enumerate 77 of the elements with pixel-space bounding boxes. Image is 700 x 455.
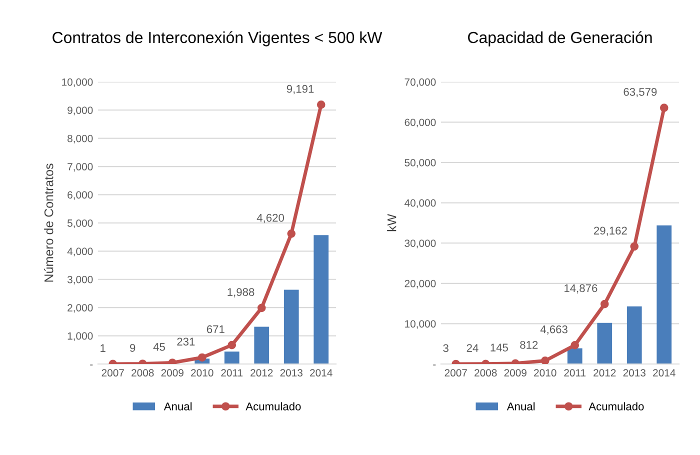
y-tick-label: 20,000 (404, 280, 436, 289)
bar (224, 352, 240, 364)
y-tick-label: 6,000 (68, 191, 93, 200)
data-label: 29,162 (594, 226, 627, 236)
x-tick-label: 2013 (280, 369, 303, 377)
y-tick-label: 8,000 (68, 134, 93, 144)
y-tick-label: 10,000 (405, 320, 436, 329)
bar (597, 322, 612, 364)
data-label: 14,876 (564, 284, 598, 294)
bar (567, 348, 582, 364)
chart-title: Capacidad de Generación (468, 31, 652, 46)
data-label: 24 (466, 344, 478, 352)
x-tick-label: 2007 (444, 369, 467, 377)
point (198, 353, 206, 362)
x-tick-label: 2008 (132, 369, 154, 377)
y-tick-label: 50,000 (404, 159, 436, 168)
y-tick-label: - (90, 364, 93, 366)
y-tick-label: 1,000 (68, 332, 93, 341)
data-label: 812 (520, 340, 538, 349)
x-tick-label: 2008 (474, 369, 497, 377)
y-tick-label: 2,000 (68, 304, 93, 313)
y-tick-label: 70,000 (404, 78, 436, 88)
point (570, 341, 580, 350)
x-tick-label: 2014 (310, 369, 332, 377)
y-axis-title: kW (387, 214, 396, 232)
data-label: 9 (130, 344, 136, 352)
y-tick-label: 3,000 (67, 276, 93, 284)
y-tick-label: 5,000 (67, 219, 93, 228)
data-label: 231 (177, 338, 195, 346)
data-label: 9,191 (286, 84, 314, 94)
legend-label: Anual (164, 402, 192, 410)
legend-label: Anual (506, 402, 535, 410)
y-tick-label: 4,000 (67, 248, 93, 256)
bar (656, 225, 672, 364)
x-tick-label: 2010 (191, 369, 214, 377)
point (257, 304, 266, 312)
point (660, 104, 668, 112)
data-label: 4,620 (256, 214, 284, 224)
data-label: 1 (100, 344, 106, 352)
bar (254, 326, 270, 364)
data-label: 1,988 (228, 288, 254, 298)
x-tick-label: 2012 (594, 369, 616, 377)
data-label: 671 (206, 325, 224, 334)
chart-title: Contratos de Interconexión Vigentes < 500 kW (52, 31, 382, 46)
x-tick-label: 2007 (102, 369, 124, 377)
y-tick-label: 7,000 (68, 163, 93, 172)
x-tick-label: 2009 (161, 369, 184, 377)
point (316, 100, 326, 109)
data-label: 63,579 (624, 88, 657, 98)
data-label: 145 (490, 344, 508, 352)
y-axis-title: Número de Contratos (44, 164, 54, 282)
y-tick-label: 30,000 (404, 240, 436, 248)
point (228, 340, 236, 350)
data-label: 3 (443, 344, 448, 352)
legend-label: Acumulado (588, 402, 644, 410)
x-tick-label: 2012 (250, 369, 273, 377)
x-tick-label: 2014 (653, 369, 676, 377)
data-label: 4,663 (540, 325, 568, 335)
x-tick-label: 2011 (221, 369, 243, 377)
bar (284, 290, 299, 364)
bar (626, 306, 642, 364)
y-tick-label: 60,000 (404, 118, 436, 128)
legend-label: Acumulado (246, 402, 301, 410)
point (600, 300, 609, 308)
y-tick-label: 9,000 (68, 106, 93, 116)
point (540, 356, 550, 364)
x-tick-label: 2011 (564, 369, 586, 377)
point (287, 230, 296, 238)
point (630, 242, 639, 251)
data-label: 45 (153, 343, 165, 351)
y-tick-label: - (433, 364, 436, 366)
y-tick-label: 40,000 (404, 199, 436, 208)
x-tick-label: 2013 (623, 369, 646, 377)
x-tick-label: 2010 (534, 369, 556, 377)
bar (314, 235, 329, 364)
x-tick-label: 2009 (504, 369, 526, 377)
y-tick-label: 10,000 (62, 78, 93, 88)
